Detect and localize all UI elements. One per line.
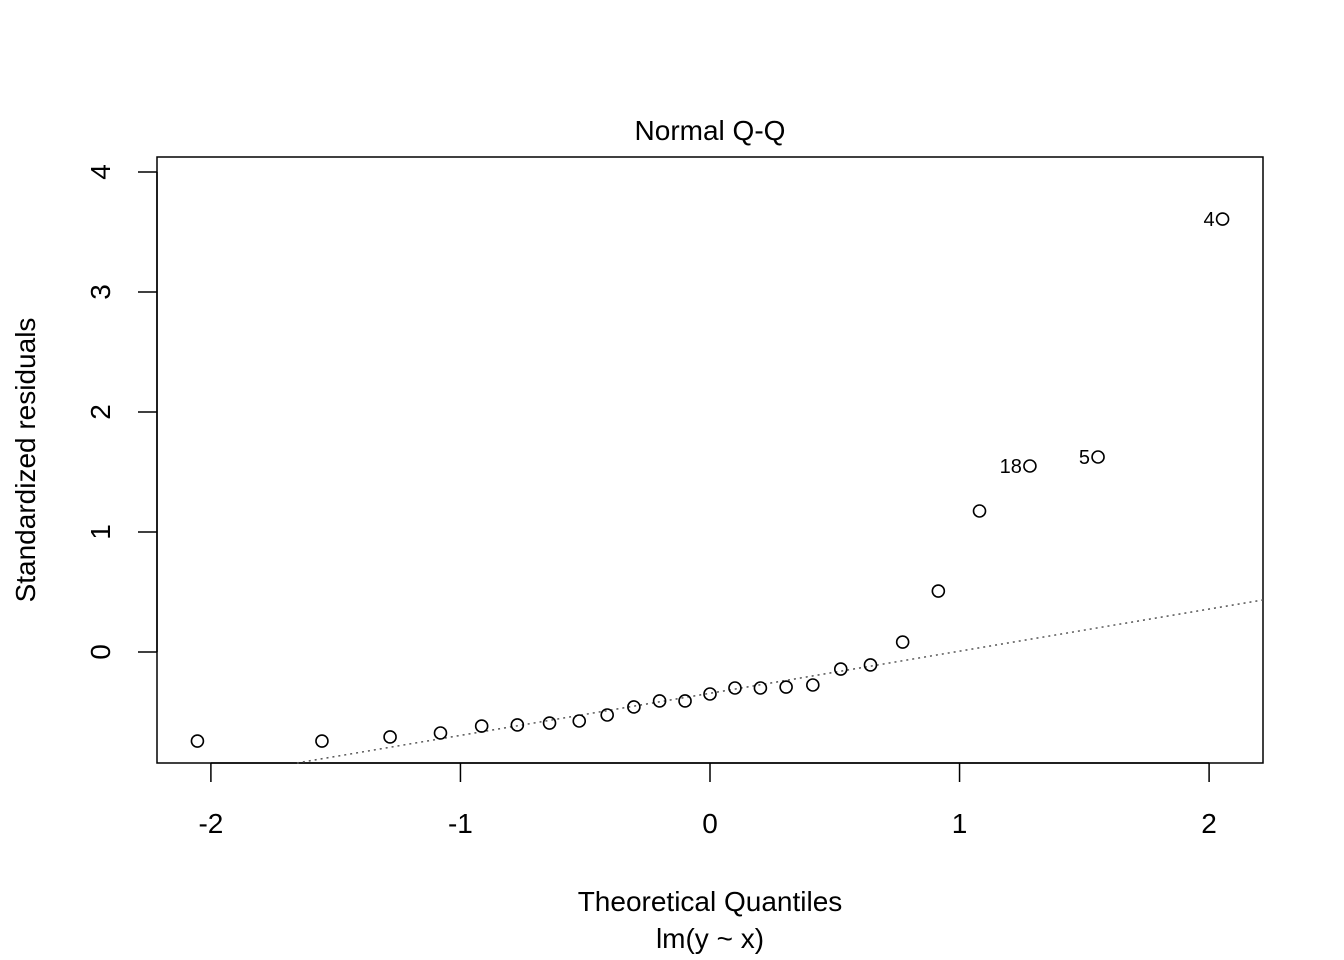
data-point [863, 658, 878, 672]
data-point [931, 584, 946, 598]
data-point [474, 719, 489, 733]
data-point [678, 694, 692, 708]
data-point [652, 694, 667, 708]
chart-title: Normal Q-Q [635, 115, 786, 146]
data-point [703, 687, 717, 701]
data-point [1023, 459, 1037, 473]
data-point [728, 681, 742, 695]
reference-line [296, 599, 1264, 764]
y-tick-label: 1 [85, 524, 116, 540]
data-point [1215, 212, 1230, 226]
data-point [806, 678, 820, 692]
point-label: 18 [1000, 456, 1022, 478]
data-point [315, 734, 329, 748]
y-tick-label: 0 [85, 644, 116, 660]
data-point [833, 662, 848, 676]
data-point [572, 714, 587, 728]
x-tick-label: -2 [198, 808, 223, 839]
data-point [627, 700, 641, 714]
chart-subtitle: lm(y ~ x) [656, 923, 764, 954]
data-point [1091, 450, 1105, 464]
data-point [972, 504, 987, 518]
data-point [600, 708, 614, 722]
x-axis-label: Theoretical Quantiles [578, 886, 843, 917]
point-label: 5 [1079, 447, 1090, 469]
data-point [190, 734, 205, 748]
x-tick-label: -1 [448, 808, 473, 839]
data-point [383, 730, 397, 744]
data-point [542, 716, 557, 730]
data-point [895, 635, 910, 649]
y-tick-label: 4 [85, 164, 116, 180]
x-tick-label: 1 [952, 808, 968, 839]
x-tick-label: 0 [702, 808, 718, 839]
data-point [779, 680, 793, 694]
data-point [753, 681, 768, 695]
data-point [433, 726, 448, 740]
y-tick-label: 2 [85, 404, 116, 420]
x-tick-label: 2 [1201, 808, 1217, 839]
y-axis-label: Standardized residuals [10, 318, 41, 603]
plot-frame [156, 156, 1264, 764]
point-label: 4 [1203, 209, 1214, 231]
data-point [510, 718, 525, 732]
y-tick-label: 3 [85, 284, 116, 300]
